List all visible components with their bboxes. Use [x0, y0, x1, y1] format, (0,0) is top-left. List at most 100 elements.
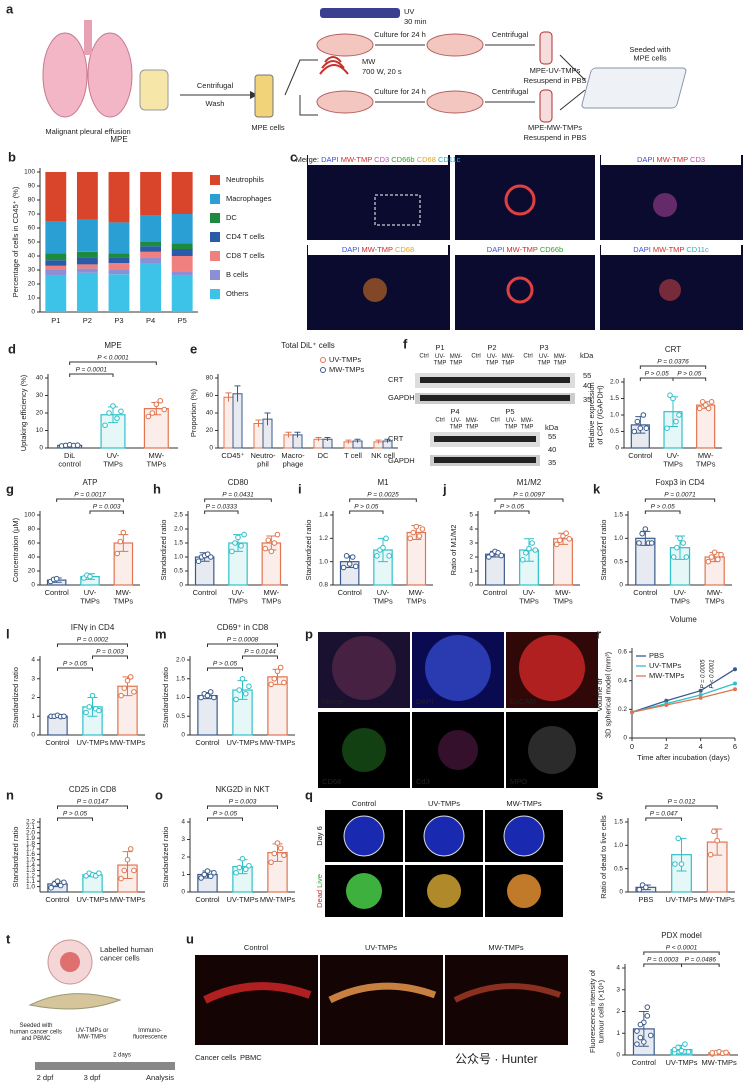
y-tick-label: 40 [206, 410, 214, 417]
marker: 35 [548, 458, 556, 467]
data-point [498, 552, 505, 559]
label: Seeded with human cancer cells and PBMC [10, 1023, 62, 1042]
protein: CRT [388, 375, 404, 384]
data-point [718, 551, 724, 558]
x-tick-label: MW-TMPs [696, 451, 716, 468]
bar-segment [171, 256, 193, 272]
data-point [707, 851, 714, 858]
data-point [145, 413, 152, 420]
y-tick-label: 0 [623, 735, 627, 742]
p-value: P = 0.0431 [222, 492, 254, 499]
significance-bracket [57, 817, 93, 821]
significance-bracket [207, 667, 243, 671]
bar-segment [171, 214, 193, 244]
y-tick-label: 10 [36, 427, 44, 434]
label: 30 min [404, 17, 427, 26]
chart-title: Total DiL⁺ cells [281, 341, 335, 350]
legend-label: CD4 T cells [226, 232, 265, 241]
y-tick-label: 3 [31, 675, 35, 682]
x-tick-label: Control [338, 588, 363, 597]
data-point [96, 870, 102, 876]
x-tick-label: Control [45, 738, 70, 747]
text-line: UV- [667, 451, 680, 460]
p-value: P > 0.05 [213, 661, 238, 668]
data-point [281, 679, 287, 686]
data-point [127, 674, 134, 680]
p-value: P < 0.0001 [97, 355, 129, 362]
label: Resuspend in PBS [524, 76, 587, 85]
panel-letter: a [6, 1, 14, 16]
y-tick-label: 30 [28, 267, 36, 274]
panel-letter: p [305, 626, 313, 641]
x-tick-label: P2 [83, 316, 92, 325]
data-point [114, 550, 121, 557]
y-tick-label: 1.0 [614, 842, 623, 849]
y-tick-label: 0 [31, 732, 35, 739]
data-point [664, 425, 670, 432]
y-tick-label: 1.5 [174, 540, 183, 547]
significance-bracket [494, 498, 564, 502]
text-line: UV- [377, 588, 390, 597]
panel-letter: j [442, 481, 447, 496]
y-tick-label: 0 [615, 445, 619, 452]
text-line: TMP [521, 424, 534, 430]
lane-label: UV-TMP [450, 418, 463, 431]
significance-bracket [57, 805, 128, 809]
text-line: MW-TMPs [78, 1034, 106, 1040]
stain-label: Merge: [296, 155, 319, 164]
data-point [204, 868, 211, 874]
y-axis-label: Ratio of dead to live cells [599, 815, 608, 899]
y-tick-label: 50 [28, 239, 36, 246]
y-tick-label: 2.0 [176, 657, 185, 664]
y-tick-label: 2 [616, 1008, 620, 1015]
data-point [207, 554, 214, 560]
bar-segment [45, 221, 67, 254]
text-line: Relative expression [587, 382, 596, 447]
bar [232, 393, 243, 449]
stain-label: DAPI [633, 245, 651, 254]
data-point [83, 709, 89, 716]
image-label: DAPI MW-TMP CD3 [637, 155, 705, 164]
label-bg [601, 154, 741, 165]
bar-segment [140, 263, 162, 312]
data-point [685, 1048, 692, 1055]
stain-label: CD66b [389, 155, 414, 164]
data-point [711, 549, 718, 556]
label: Wash [206, 99, 225, 108]
y-tick-label: 1.5 [610, 395, 619, 402]
legend-label: Cancer cells [195, 1053, 237, 1062]
y-tick-label: 2.5 [174, 512, 183, 519]
panel-letter: d [8, 341, 16, 356]
y-tick-label: 1.0 [319, 558, 328, 565]
text-line: TMP [466, 424, 479, 430]
text-line: human cancer cells [10, 1029, 62, 1035]
y-tick-label: 1.5 [176, 675, 185, 682]
x-tick-label: UV-TMPs [228, 588, 248, 605]
data-point [634, 1041, 640, 1047]
label: MW [362, 57, 376, 66]
text-line: TMPs [262, 596, 282, 605]
lane-label: Ctrl [471, 354, 480, 360]
panel-letter: i [298, 481, 302, 496]
data-point [634, 1028, 640, 1034]
p-value: P = 0.0003 [647, 957, 679, 964]
y-tick-label: 1.0 [176, 694, 185, 701]
data-point [636, 540, 642, 546]
text-line: MPE cells [633, 53, 667, 62]
x-tick-label: MW-TMPs [705, 588, 725, 605]
column-label: Control [352, 799, 377, 808]
x-tick-label: T cell [344, 451, 362, 460]
y-tick-label: 3 [469, 540, 473, 547]
text-line: TMP [434, 360, 447, 366]
image-label: MPO [510, 777, 527, 786]
y-tick-label: 80 [28, 197, 36, 204]
data-point [241, 531, 247, 538]
p-value: P = 0.0144 [244, 649, 276, 656]
y-tick-label: 0.4 [618, 677, 627, 684]
bar [696, 404, 716, 449]
data-point [413, 523, 420, 530]
data-point [383, 535, 389, 542]
data-point [229, 548, 235, 555]
text-line: 3D spherical model (mm³) [603, 651, 612, 738]
p-value: P = 0.0025 [367, 492, 399, 499]
